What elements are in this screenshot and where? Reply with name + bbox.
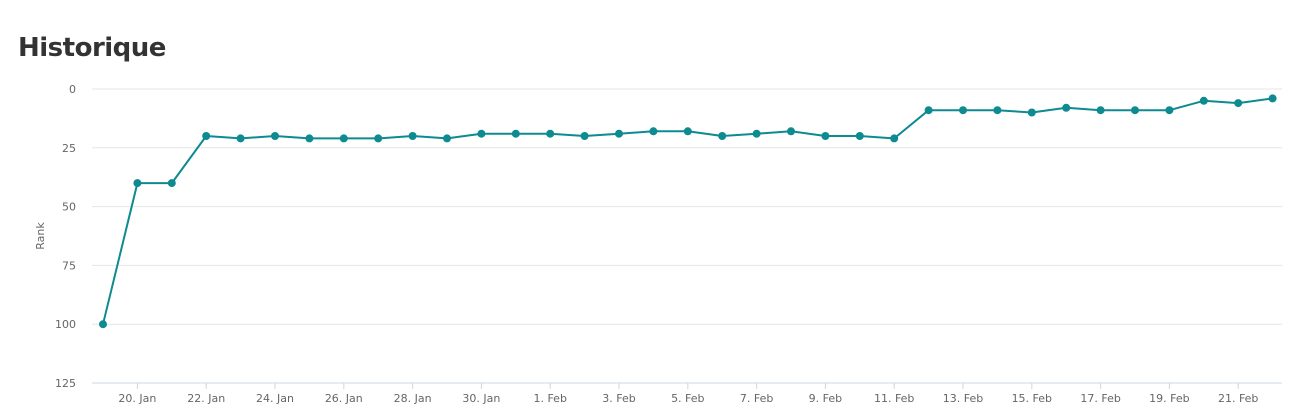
y-tick-label: 125 (55, 377, 76, 390)
data-point[interactable] (477, 129, 486, 138)
x-tick-label: 21. Feb (1218, 392, 1258, 405)
data-point[interactable] (99, 320, 107, 329)
x-tick-label: 5. Feb (671, 392, 704, 405)
x-tick-label: 24. Jan (256, 392, 294, 405)
data-point[interactable] (821, 132, 830, 140)
data-point[interactable] (236, 134, 245, 143)
x-tick-label: 3. Feb (602, 392, 635, 405)
rank-series (99, 94, 1277, 329)
data-point[interactable] (546, 129, 555, 138)
data-point[interactable] (649, 127, 658, 136)
data-point[interactable] (787, 127, 795, 136)
y-tick-label: 75 (62, 259, 76, 272)
data-point[interactable] (374, 134, 383, 143)
y-tick-label: 0 (69, 83, 76, 96)
x-axis-ticks: 20. Jan 22. Jan 24. Jan 26. Jan 28. Jan 30. J… (118, 383, 1258, 405)
data-point[interactable] (855, 132, 864, 140)
data-point[interactable] (408, 132, 417, 140)
data-point[interactable] (443, 134, 451, 143)
x-tick-label: 13. Feb (943, 392, 983, 405)
x-tick-label: 20. Jan (118, 392, 156, 405)
data-point[interactable] (133, 179, 142, 188)
data-point[interactable] (683, 127, 692, 136)
data-point[interactable] (1268, 94, 1277, 103)
data-point[interactable] (959, 106, 967, 115)
data-point[interactable] (580, 132, 589, 140)
y-axis-ticks: 0 25 50 75 100 125 (55, 83, 76, 390)
x-tick-label: 26. Jan (325, 392, 363, 405)
x-tick-label: 15. Feb (1012, 392, 1052, 405)
data-point[interactable] (924, 106, 933, 115)
data-point[interactable] (718, 132, 727, 140)
data-point[interactable] (1096, 106, 1105, 115)
y-axis-title: Rank (34, 222, 47, 250)
data-point[interactable] (890, 134, 899, 143)
x-tick-label: 28. Jan (394, 392, 432, 405)
data-point[interactable] (1062, 103, 1071, 112)
data-point[interactable] (511, 129, 520, 138)
data-point[interactable] (1131, 106, 1139, 115)
x-tick-label: 17. Feb (1080, 392, 1120, 405)
x-tick-label: 1. Feb (533, 392, 566, 405)
y-tick-label: 100 (55, 318, 76, 331)
y-tick-label: 25 (62, 142, 76, 155)
data-point[interactable] (339, 134, 348, 143)
x-tick-label: 7. Feb (740, 392, 773, 405)
data-point[interactable] (615, 129, 623, 138)
data-point[interactable] (1199, 96, 1208, 105)
data-point[interactable] (305, 134, 314, 143)
x-tick-label: 9. Feb (809, 392, 842, 405)
data-point[interactable] (1234, 99, 1243, 108)
x-tick-label: 19. Feb (1149, 392, 1189, 405)
data-point[interactable] (752, 129, 761, 138)
data-point[interactable] (1165, 106, 1174, 115)
x-tick-label: 30. Jan (462, 392, 500, 405)
grid-lines (92, 88, 1282, 325)
data-point[interactable] (993, 106, 1002, 115)
data-point[interactable] (202, 132, 211, 140)
data-point[interactable] (167, 179, 176, 188)
x-tick-label: 11. Feb (874, 392, 914, 405)
x-tick-label: 22. Jan (187, 392, 225, 405)
y-tick-label: 50 (62, 201, 76, 214)
data-point[interactable] (1027, 108, 1036, 117)
data-point[interactable] (271, 132, 279, 140)
page-title: Historique (18, 33, 166, 63)
